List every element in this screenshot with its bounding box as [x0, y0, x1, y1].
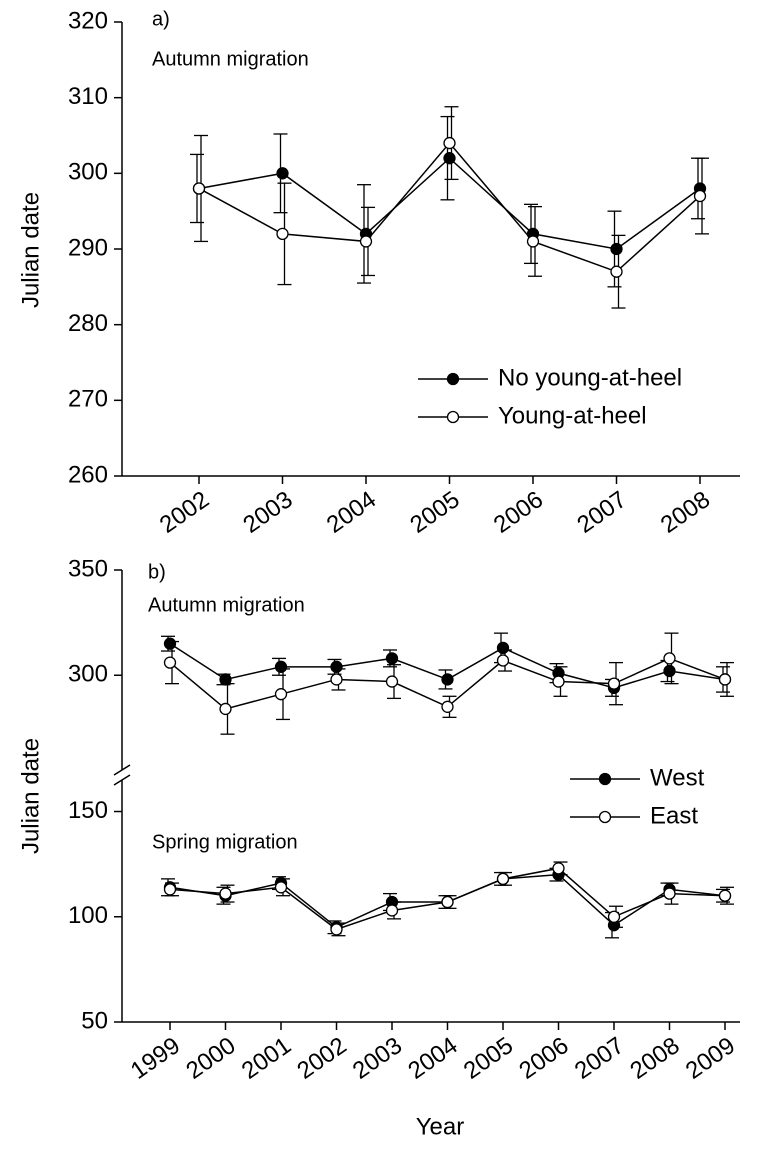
x-tick-label: 2008 — [656, 486, 715, 539]
y-tick-label: 50 — [81, 1007, 108, 1034]
point — [663, 664, 676, 678]
x-tick-label: 2004 — [322, 486, 381, 539]
point — [163, 883, 177, 896]
x-tick-label: 2005 — [459, 1032, 518, 1085]
axis-break — [113, 774, 131, 786]
point — [663, 652, 676, 665]
legend-label: Young-at-heel — [498, 402, 647, 429]
point — [693, 189, 707, 203]
legend-marker — [598, 772, 612, 786]
legend-marker — [446, 410, 460, 424]
x-tick-label: 2000 — [181, 1032, 240, 1085]
x-tick-label: 2003 — [238, 486, 297, 539]
x-tick-label: 2009 — [681, 1032, 740, 1085]
point — [276, 167, 289, 180]
point — [607, 677, 621, 690]
point — [274, 881, 288, 894]
y-tick-label: 350 — [68, 555, 108, 582]
x-tick-label: 2001 — [237, 1032, 296, 1085]
y-tick-label: 100 — [68, 902, 108, 929]
point — [552, 675, 565, 688]
legend-label: No young-at-heel — [498, 364, 682, 391]
point — [276, 227, 289, 241]
point — [219, 887, 232, 900]
point — [526, 235, 540, 248]
x-tick-label: 2004 — [403, 1032, 462, 1085]
point — [441, 895, 454, 909]
panel-label: b) — [148, 561, 166, 583]
y-axis-title: Julian date — [17, 738, 44, 854]
y-tick-label: 300 — [68, 159, 108, 186]
x-tick-label: 2003 — [348, 1032, 407, 1085]
x-tick-label: 2002 — [292, 1032, 351, 1085]
point — [219, 673, 232, 686]
x-tick-label: 2006 — [514, 1032, 573, 1085]
y-axis-title: Julian date — [17, 192, 44, 308]
point — [163, 637, 177, 650]
x-tick-label: 2008 — [625, 1032, 684, 1085]
point — [385, 675, 399, 688]
legend-label: East — [650, 802, 698, 829]
point — [330, 673, 343, 686]
annotation: Spring migration — [152, 831, 298, 853]
point — [330, 660, 343, 673]
x-tick-label: 1999 — [126, 1032, 185, 1085]
point — [496, 641, 510, 655]
annotation: Autumn migration — [152, 48, 309, 70]
point — [552, 862, 565, 875]
point — [496, 872, 510, 886]
annotation: Autumn migration — [148, 594, 305, 616]
point — [663, 887, 676, 900]
legend-marker — [598, 810, 612, 824]
y-tick-label: 320 — [68, 7, 108, 34]
point — [443, 136, 456, 150]
point — [385, 904, 399, 917]
point — [496, 654, 510, 667]
point — [443, 152, 456, 165]
point — [610, 265, 623, 278]
y-tick-label: 260 — [68, 461, 108, 488]
x-tick-label: 2006 — [489, 486, 548, 539]
point — [219, 702, 232, 716]
point — [274, 660, 288, 673]
point — [441, 700, 454, 713]
y-tick-label: 280 — [68, 310, 108, 337]
y-tick-label: 290 — [68, 234, 108, 261]
point — [192, 182, 206, 195]
legend-marker — [446, 372, 460, 386]
y-tick-label: 300 — [68, 661, 108, 688]
y-tick-label: 270 — [68, 386, 108, 413]
legend-label: West — [650, 764, 705, 791]
point — [385, 652, 399, 665]
point — [274, 688, 288, 701]
point — [718, 889, 732, 902]
point — [330, 923, 343, 936]
point — [163, 656, 177, 669]
x-tick-label: 2007 — [572, 486, 631, 539]
point — [718, 673, 732, 686]
x-tick-label: 2007 — [570, 1032, 629, 1085]
y-tick-label: 310 — [68, 83, 108, 110]
point — [359, 235, 373, 248]
x-tick-label: 2005 — [405, 486, 464, 539]
panel-label: a) — [152, 8, 170, 30]
x-tick-label: 2002 — [155, 486, 214, 539]
axis-break — [113, 764, 131, 776]
x-axis-title: Year — [416, 1113, 465, 1140]
point — [607, 910, 621, 923]
point — [441, 673, 454, 686]
point — [610, 242, 623, 256]
y-tick-label: 150 — [68, 797, 108, 824]
